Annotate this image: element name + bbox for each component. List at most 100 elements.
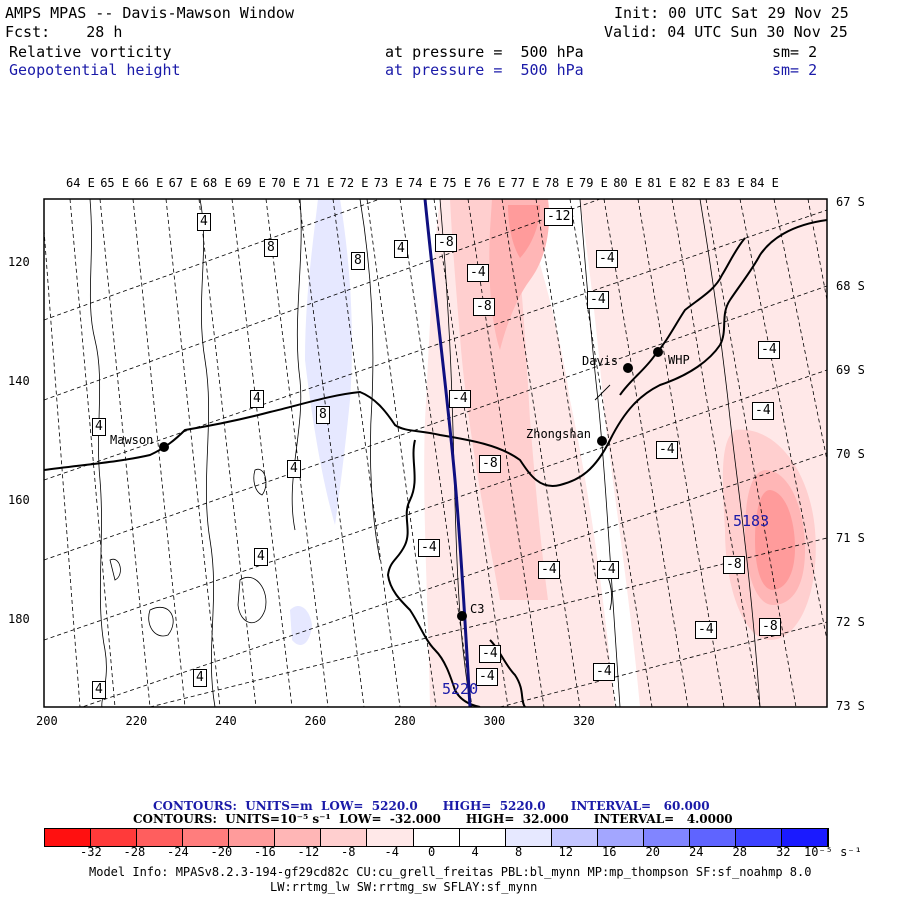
vorticity-contour-label: 4	[193, 669, 207, 687]
longitude-label: 77 E	[510, 176, 540, 190]
longitude-label: 68 E	[202, 176, 232, 190]
longitude-label: 72 E	[339, 176, 369, 190]
colorbar-tick-label: -16	[254, 845, 276, 859]
y-tick-label: 140	[8, 374, 30, 388]
colorbar-swatch	[735, 829, 782, 846]
vorticity-contour-label: 4	[254, 548, 268, 566]
vorticity-contour-label: 4	[394, 240, 408, 258]
vorticity-contour-label: 4	[287, 460, 301, 478]
colorbar-swatch	[137, 829, 184, 846]
vorticity-shading	[489, 199, 550, 350]
vorticity-shading	[755, 490, 795, 590]
vorticity-contour-label: 8	[316, 406, 330, 424]
y-tick-label: 180	[8, 612, 30, 626]
x-tick-label: 320	[573, 714, 595, 728]
longitude-label: 79 E	[579, 176, 608, 190]
field1-name: Relative vorticity	[9, 43, 172, 61]
colorbar-tick-label: 32	[776, 845, 791, 859]
vorticity-shading	[508, 205, 540, 258]
station-dot	[159, 442, 169, 452]
longitude-label: 82 E	[681, 176, 711, 190]
height-contour-label: 5220	[442, 680, 479, 698]
colorbar-tick-label: -32	[80, 845, 102, 859]
station-label: Mawson	[110, 433, 154, 447]
latitude-label: 72 S	[836, 615, 865, 629]
vorticity-contour-label: -8	[759, 618, 781, 636]
vorticity-contour-label: -4	[758, 341, 780, 359]
longitude-label: 70 E	[271, 176, 301, 190]
vorticity-contour-label: -8	[723, 556, 745, 574]
colorbar-tick-label: -20	[210, 845, 233, 859]
y-tick-label: 160	[8, 493, 30, 507]
vorticity-contour-label: -8	[473, 298, 495, 316]
field2-level: at pressure = 500 hPa	[385, 61, 584, 79]
vorticity-contour-label: -4	[695, 621, 717, 639]
longitude-label: 75 E	[442, 176, 472, 190]
vorticity-contour-label: 4	[92, 681, 106, 699]
vorticity-contour-label: -12	[544, 208, 574, 226]
colorbar-swatch	[183, 829, 230, 846]
vorticity-contour-label: -8	[479, 455, 501, 473]
colorbar-tick-label: -24	[167, 845, 189, 859]
vorticity-shading	[305, 199, 352, 525]
vorticity-contour-label: -4	[449, 390, 471, 408]
colorbar-tick-label: 16	[602, 845, 617, 859]
colorbar-swatch	[505, 829, 552, 846]
field2-smoothing: sm= 2	[772, 61, 818, 79]
longitude-label: 64 E	[66, 176, 95, 190]
map-frame	[43, 198, 828, 708]
vorticity-contour-label: 8	[351, 252, 365, 270]
vorticity-contour-label: -4	[476, 668, 498, 686]
x-tick-label: 200	[36, 714, 58, 728]
colorbar-swatch	[413, 829, 460, 846]
latitude-label: 68 S	[836, 279, 865, 293]
longitude-label: 71 E	[305, 176, 335, 190]
station-label: WHP	[668, 353, 690, 367]
vorticity-contour-label: -4	[593, 663, 615, 681]
longitude-label: 73 E	[373, 176, 403, 190]
field1-smoothing: sm= 2	[772, 43, 818, 61]
colorbar-swatch	[275, 829, 322, 846]
model-info-line2: LW:rrtmg_lw SW:rrtmg_sw SFLAY:sf_mynn	[270, 880, 538, 894]
latitude-label: 70 S	[836, 447, 865, 461]
colorbar-tick-label: -8	[341, 845, 356, 859]
vorticity-contour-label: -4	[418, 539, 440, 557]
station-label: Zhongshan	[526, 427, 592, 441]
y-tick-label: 120	[8, 255, 30, 269]
vorticity-contour-label: -4	[587, 291, 609, 309]
colorbar-tick-label: 0	[428, 845, 436, 859]
longitude-label: 69 E	[237, 176, 266, 190]
vorticity-contour-label: 8	[264, 239, 278, 257]
colorbar-swatch	[551, 829, 598, 846]
longitude-label: 76 E	[476, 176, 506, 190]
colorbar-swatch	[643, 829, 690, 846]
vorticity-contour-label: 4	[92, 418, 106, 436]
vorticity-contour-info: CONTOURS: UNITS=10⁻⁵ s⁻¹ LOW= -32.000 HI…	[133, 812, 733, 826]
field1-level: at pressure = 500 hPa	[385, 43, 584, 61]
colorbar-swatch	[91, 829, 138, 846]
colorbar-tick-label: -4	[384, 845, 399, 859]
latitude-label: 71 S	[836, 531, 865, 545]
height-contour-label: 5183	[733, 512, 770, 530]
longitude-label: 67 E	[168, 176, 198, 190]
init-time: Init: 00 UTC Sat 29 Nov 25	[614, 4, 849, 22]
x-tick-label: 300	[483, 714, 506, 728]
vorticity-contour-label: -4	[479, 645, 501, 663]
colorbar-tick-label: -28	[123, 845, 146, 859]
colorbar-tick-label: 20	[645, 845, 660, 859]
colorbar-swatch	[229, 829, 276, 846]
x-tick-label: 260	[304, 714, 327, 728]
colorbar-tick-label: -12	[297, 845, 320, 859]
x-tick-label: 220	[125, 714, 148, 728]
colorbar-tick-label: 12	[558, 845, 573, 859]
geopotential-contour	[423, 199, 472, 707]
latitude-label: 73 S	[836, 699, 865, 713]
field2-name: Geopotential height	[9, 61, 181, 79]
station-label: Davis	[582, 354, 619, 368]
colorbar-tick-label: 24	[689, 845, 704, 859]
colorbar-tick-label: 4	[471, 845, 479, 859]
vorticity-contour-label: -4	[752, 402, 774, 420]
longitude-label: 81 E	[647, 176, 677, 190]
colorbar-swatch	[459, 829, 506, 846]
